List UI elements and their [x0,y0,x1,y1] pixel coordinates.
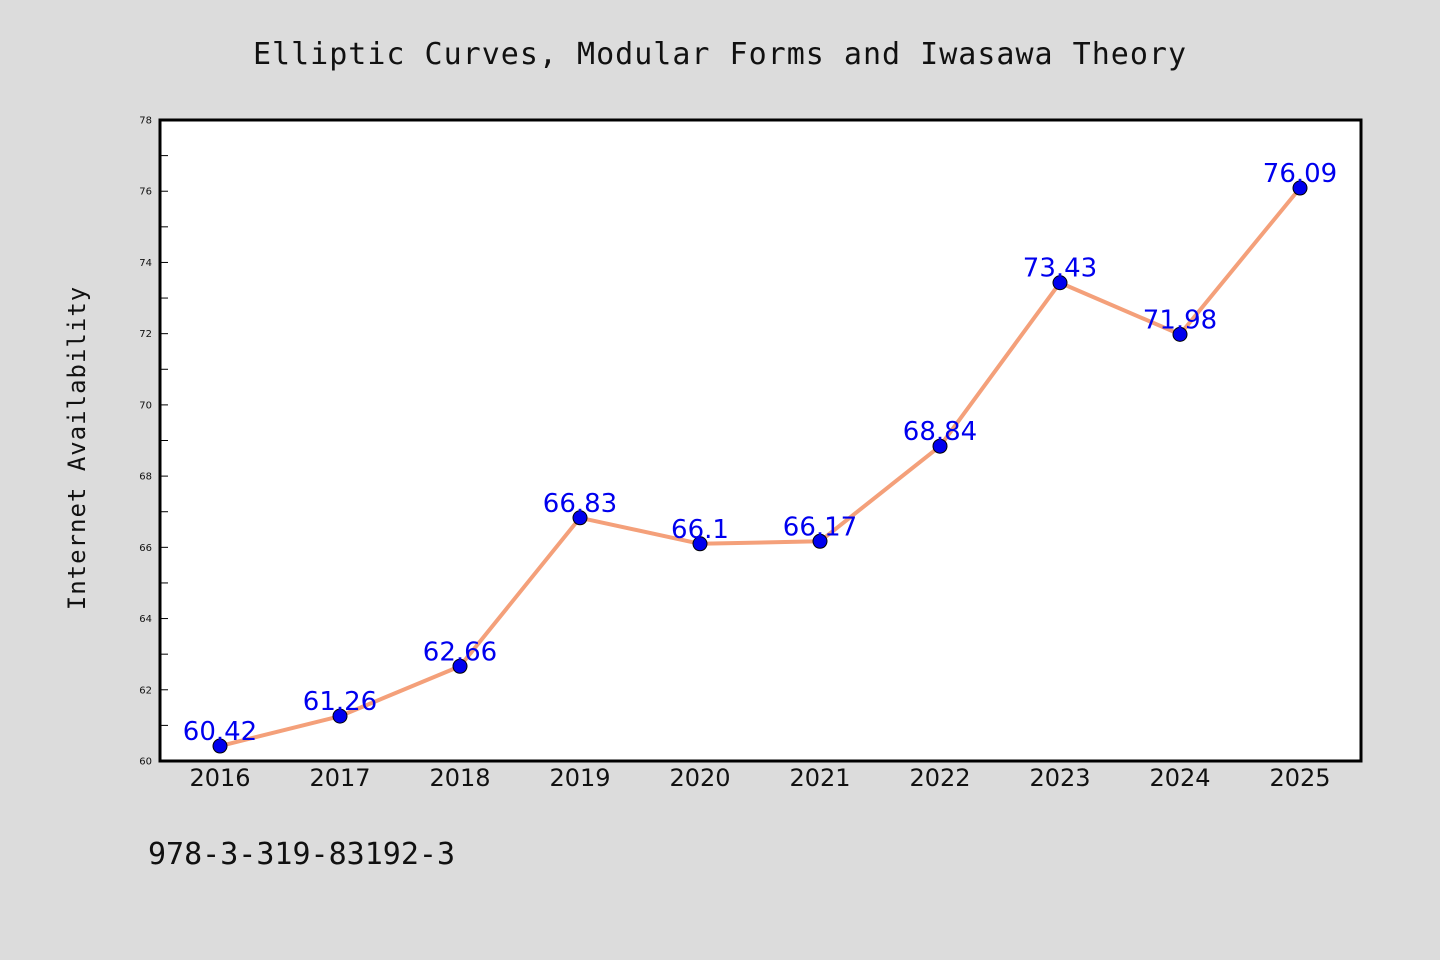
data-point [1292,180,1308,196]
series-line [218,186,1302,749]
y-tick-label: 74 [139,258,152,269]
data-point [692,536,708,552]
y-tick-label: 64 [139,614,152,625]
data-point [572,510,588,526]
y-tick-label: 70 [139,400,152,411]
data-label: 76.09 [1263,159,1337,189]
y-tick-label: 78 [139,116,152,127]
footnote-isbn: 978-3-319-83192-3 [148,837,455,872]
y-tick-label: 72 [139,329,152,340]
x-tick-label: 2022 [909,764,970,792]
data-label: 60.42 [183,717,257,747]
x-tick-label: 2024 [1149,764,1210,792]
x-axis: 2016 2017 2018 2019 2020 2021 2022 2023 2024 2025 [189,764,1330,792]
y-tick-label: 60 [139,757,152,768]
plot-frame [158,118,1363,763]
data-point [452,658,468,674]
y-axis-label: Internet Availability [63,286,91,610]
data-point [932,438,948,454]
data-label: 71.98 [1143,305,1217,335]
data-label: 66.83 [543,489,617,519]
y-axis: 60 62 64 66 68 70 72 74 76 78 [139,116,168,768]
data-point [812,533,828,549]
y-tick-label: 68 [139,472,152,483]
y-tick-label: 76 [139,187,152,198]
data-point [212,738,228,754]
data-label: 66.1 [671,515,729,545]
x-tick-label: 2020 [669,764,730,792]
data-label: 73.43 [1023,254,1097,284]
x-tick-label: 2019 [549,764,610,792]
data-label: 61.26 [303,687,377,717]
data-label: 66.17 [783,512,857,542]
x-tick-label: 2017 [309,764,370,792]
y-tick-label: 66 [139,543,152,554]
data-point [1172,326,1188,342]
x-tick-label: 2016 [189,764,250,792]
data-label: 62.66 [423,637,497,667]
data-point [332,708,348,724]
x-tick-label: 2021 [789,764,850,792]
data-labels: 60.42 61.26 62.66 66.83 66.1 66.17 68.84 73.43 7… [183,159,1337,747]
y-tick-label: 62 [139,685,152,696]
data-label: 68.84 [903,417,977,447]
x-tick-label: 2025 [1269,764,1330,792]
x-tick-label: 2023 [1029,764,1090,792]
x-tick-label: 2018 [429,764,490,792]
chart-title: Elliptic Curves, Modular Forms and Iwasa… [253,37,1187,72]
data-point [1052,275,1068,291]
series-layer [212,180,1308,754]
plot-area [160,120,1361,761]
